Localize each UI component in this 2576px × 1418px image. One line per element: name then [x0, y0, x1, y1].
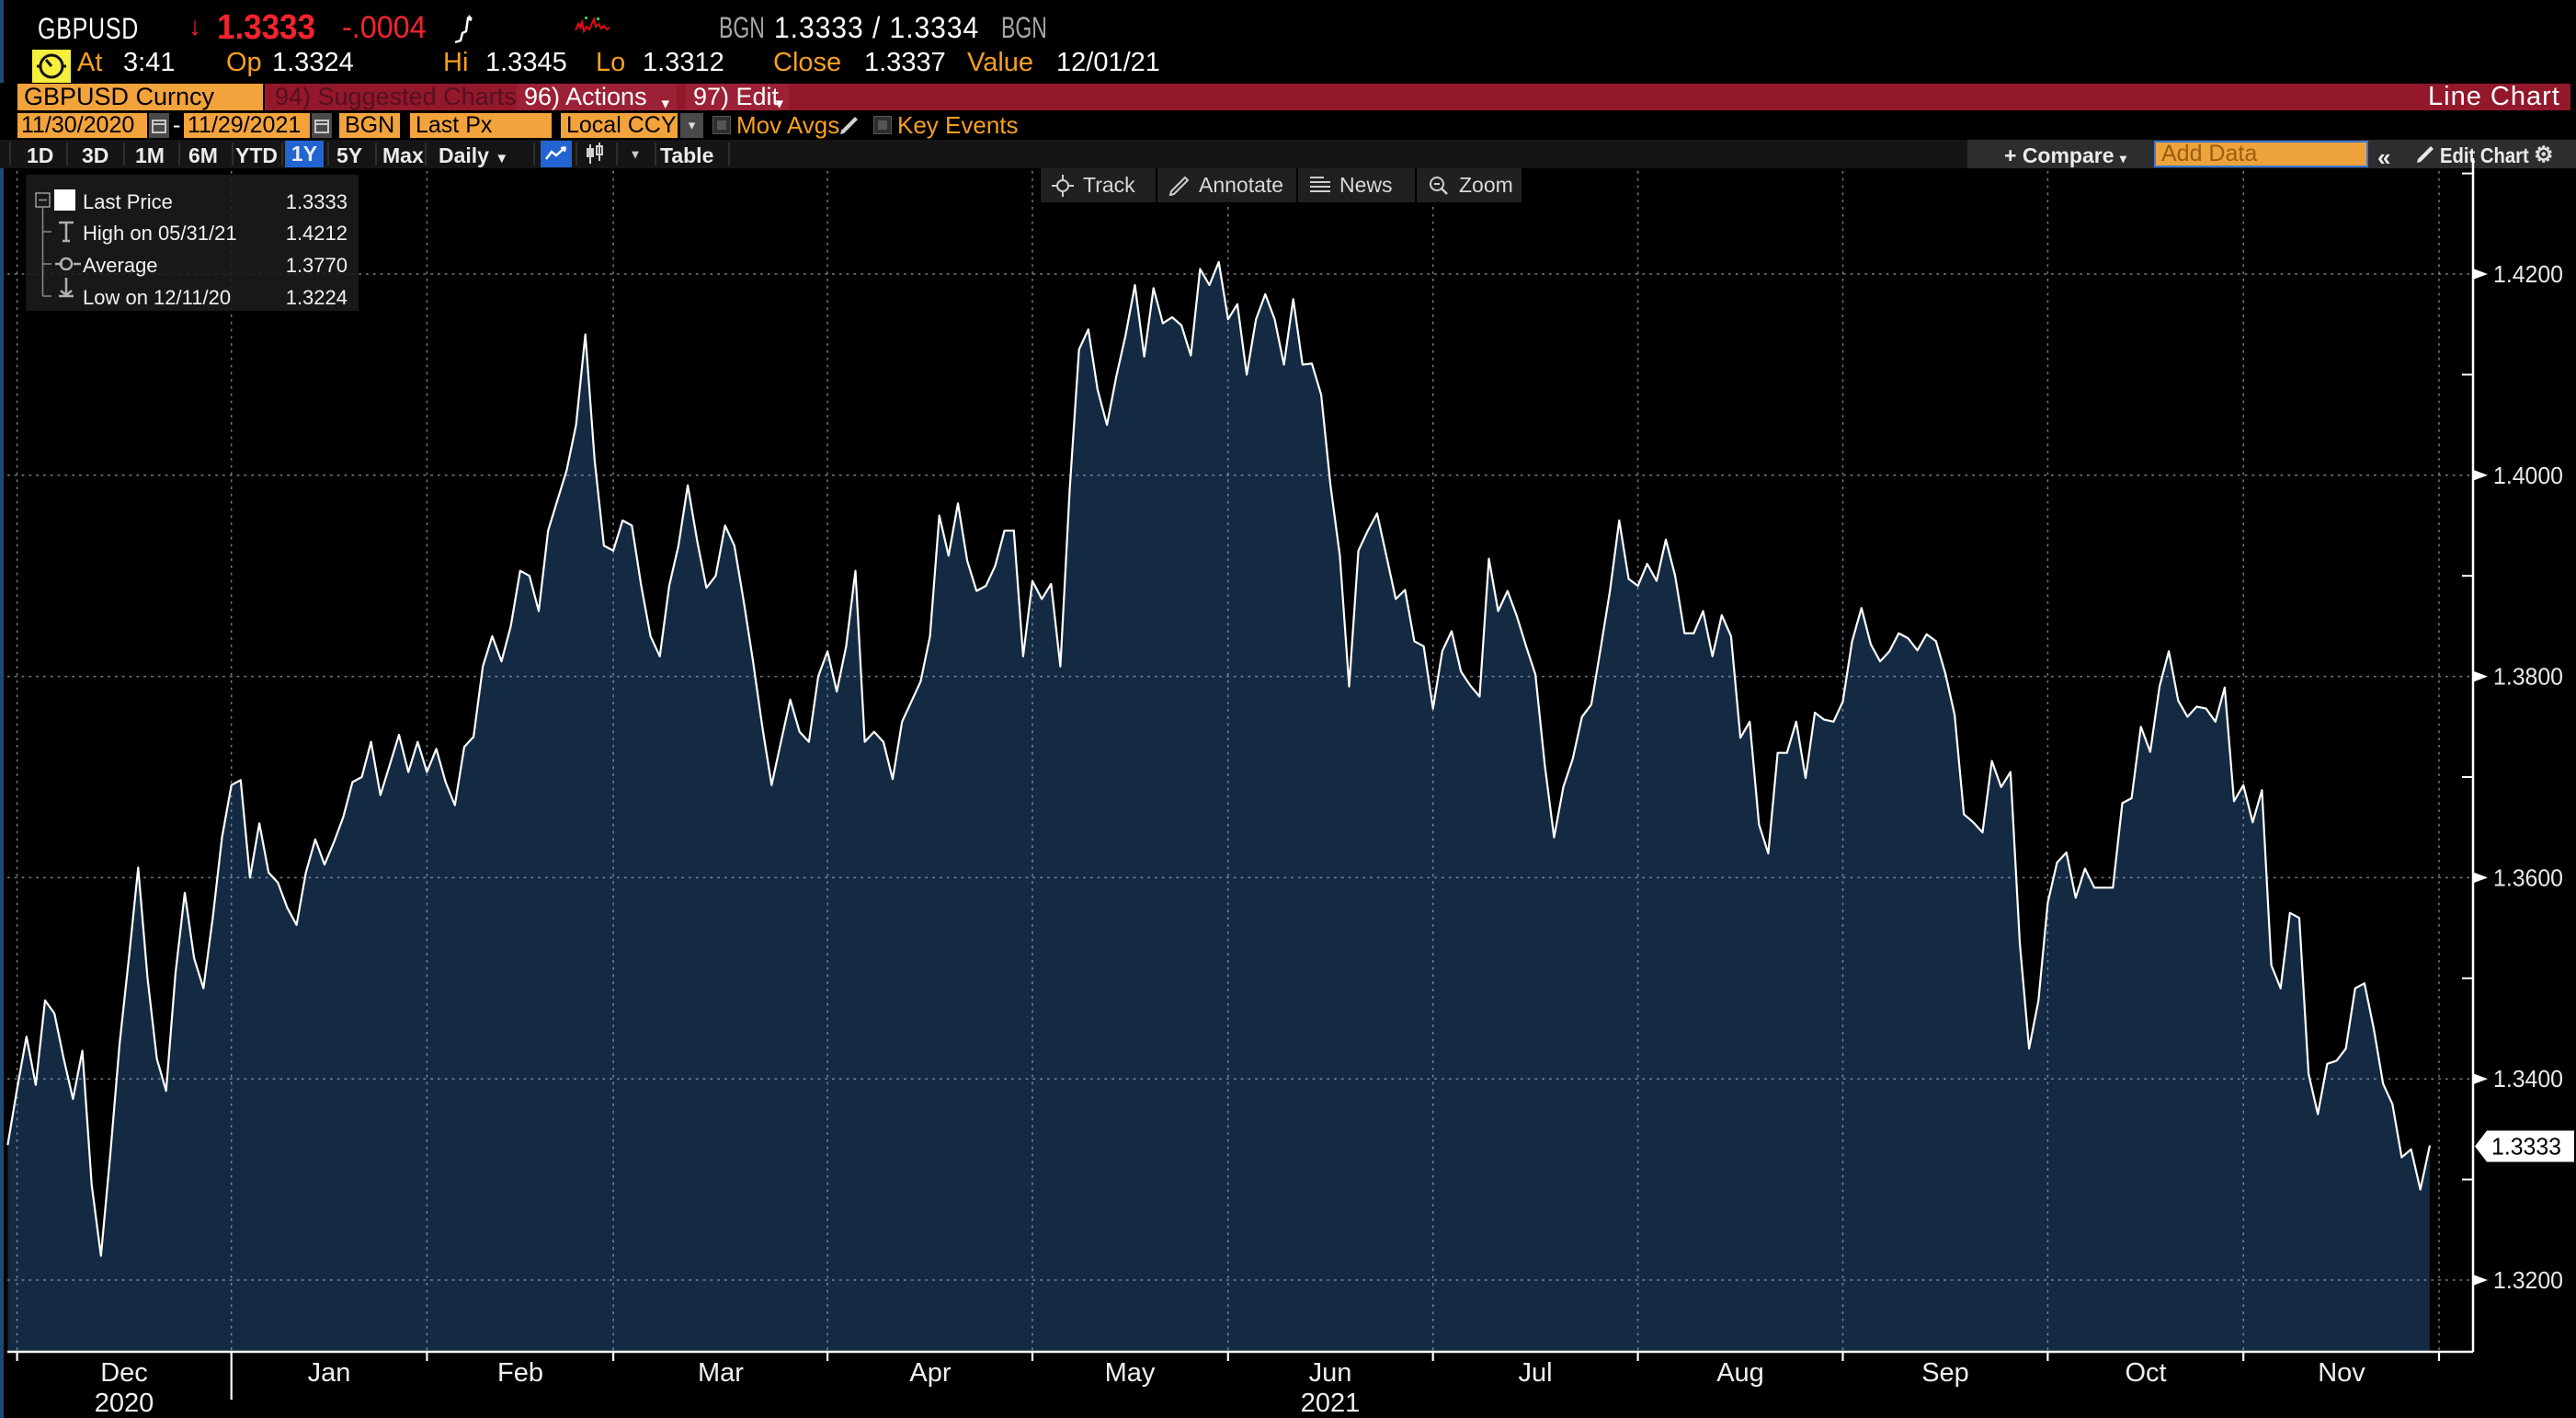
svg-text:1.3400: 1.3400 [2493, 1065, 2563, 1092]
svg-text:Sep: Sep [1921, 1358, 1969, 1388]
svg-text:1.3600: 1.3600 [2493, 863, 2563, 891]
svg-text:Aug: Aug [1716, 1358, 1764, 1388]
svg-text:May: May [1105, 1358, 1156, 1388]
svg-text:Jun: Jun [1309, 1358, 1352, 1388]
svg-text:Jul: Jul [1518, 1358, 1552, 1388]
svg-text:1.3200: 1.3200 [2493, 1266, 2563, 1294]
svg-text:Dec: Dec [100, 1358, 148, 1388]
svg-text:Jan: Jan [308, 1358, 351, 1388]
svg-text:Mar: Mar [698, 1358, 744, 1388]
svg-text:1.3333: 1.3333 [2491, 1133, 2561, 1161]
svg-text:Nov: Nov [2318, 1358, 2365, 1388]
svg-text:Apr: Apr [909, 1358, 951, 1388]
svg-text:1.3800: 1.3800 [2493, 663, 2563, 691]
svg-text:1.4200: 1.4200 [2493, 260, 2563, 288]
svg-text:2020: 2020 [95, 1389, 154, 1418]
svg-text:2021: 2021 [1301, 1389, 1361, 1418]
svg-text:Oct: Oct [2125, 1358, 2166, 1388]
svg-text:1.4000: 1.4000 [2493, 462, 2563, 489]
svg-text:Feb: Feb [497, 1358, 543, 1388]
